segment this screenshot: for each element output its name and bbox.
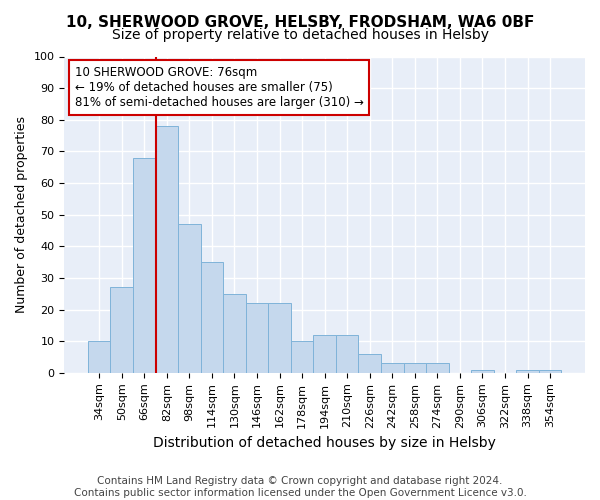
Bar: [268, 303, 291, 373]
X-axis label: Distribution of detached houses by size in Helsby: Distribution of detached houses by size …: [153, 436, 496, 450]
Bar: [313, 335, 336, 373]
Bar: [246, 303, 268, 373]
Bar: [471, 370, 494, 373]
Bar: [358, 354, 381, 373]
Text: Size of property relative to detached houses in Helsby: Size of property relative to detached ho…: [112, 28, 488, 42]
Text: 10 SHERWOOD GROVE: 76sqm
← 19% of detached houses are smaller (75)
81% of semi-d: 10 SHERWOOD GROVE: 76sqm ← 19% of detach…: [74, 66, 364, 109]
Bar: [178, 224, 200, 373]
Text: 10, SHERWOOD GROVE, HELSBY, FRODSHAM, WA6 0BF: 10, SHERWOOD GROVE, HELSBY, FRODSHAM, WA…: [66, 15, 534, 30]
Bar: [426, 364, 449, 373]
Bar: [200, 262, 223, 373]
Bar: [223, 294, 246, 373]
Bar: [381, 364, 404, 373]
Y-axis label: Number of detached properties: Number of detached properties: [15, 116, 28, 313]
Bar: [291, 341, 313, 373]
Bar: [539, 370, 562, 373]
Bar: [155, 126, 178, 373]
Bar: [110, 288, 133, 373]
Bar: [336, 335, 358, 373]
Bar: [133, 158, 155, 373]
Bar: [516, 370, 539, 373]
Bar: [404, 364, 426, 373]
Bar: [88, 341, 110, 373]
Text: Contains HM Land Registry data © Crown copyright and database right 2024.
Contai: Contains HM Land Registry data © Crown c…: [74, 476, 526, 498]
